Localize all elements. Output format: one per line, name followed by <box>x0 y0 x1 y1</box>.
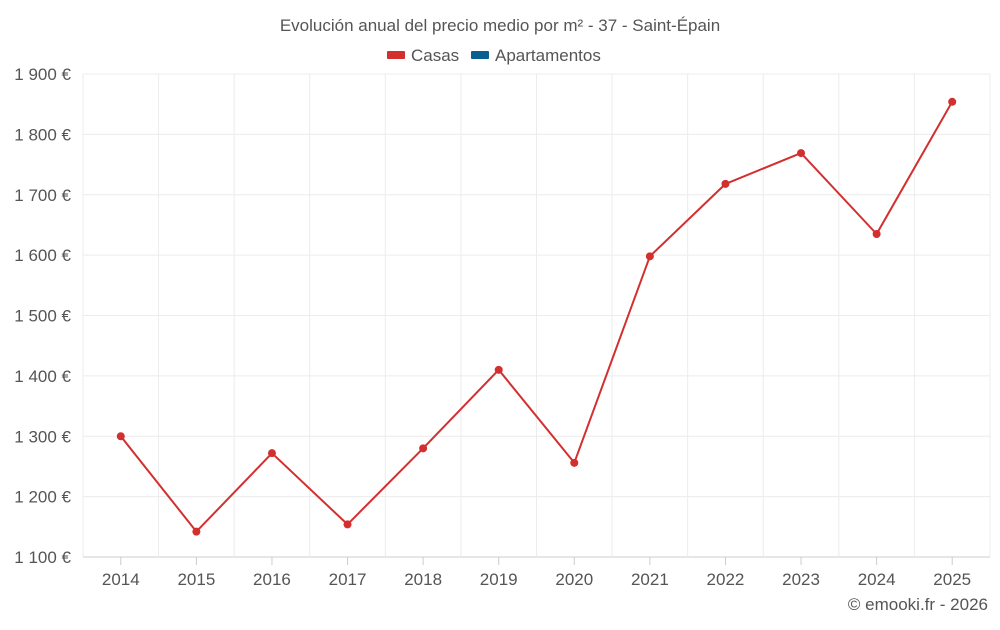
y-tick-label: 1 200 € <box>14 488 71 507</box>
y-tick-label: 1 600 € <box>14 246 71 265</box>
legend-item-casas[interactable]: Casas <box>387 46 459 65</box>
data-point-casas-2017[interactable]: 2017: 1154 <box>343 520 352 529</box>
x-tick-label: 2016 <box>253 570 291 589</box>
y-tick-label: 1 100 € <box>14 548 71 567</box>
chart-legend: Casas Apartamentos <box>387 46 601 65</box>
data-point-casas-2025[interactable]: 2025: 1854 <box>948 97 957 106</box>
data-point-casas-2024[interactable]: 2024: 1635 <box>872 229 881 238</box>
x-tick-label: 2014 <box>102 570 140 589</box>
x-tick-label: 2022 <box>707 570 745 589</box>
x-tick-label: 2024 <box>858 570 896 589</box>
legend-swatch-apartamentos <box>471 51 489 59</box>
data-point-casas-2021[interactable]: 2021: 1598 <box>645 252 654 261</box>
x-tick-label: 2023 <box>782 570 820 589</box>
data-point-casas-2015[interactable]: 2015: 1142 <box>192 527 201 536</box>
y-tick-label: 1 900 € <box>14 65 71 84</box>
y-tick-label: 1 300 € <box>14 427 71 446</box>
y-axis: 1 100 € 1 200 € 1 300 € 1 400 € 1 500 € 1 600… <box>14 65 71 567</box>
x-axis: 2014 2015 2016 2017 2018 2019 2020 2021 2022 2023… <box>102 557 971 589</box>
series-line-casas <box>120 101 954 533</box>
y-tick-label: 1 500 € <box>14 307 71 326</box>
legend-swatch-casas <box>387 51 405 59</box>
y-tick-label: 1 800 € <box>14 125 71 144</box>
data-point-casas-2022[interactable]: 2022: 1718 <box>721 179 730 188</box>
legend-label-casas: Casas <box>411 46 459 65</box>
x-tick-label: 2021 <box>631 570 669 589</box>
data-point-casas-2023[interactable]: 2023: 1769 <box>797 149 806 158</box>
x-tick-label: 2018 <box>404 570 442 589</box>
legend-item-apartamentos[interactable]: Apartamentos <box>471 46 601 65</box>
data-point-casas-2018[interactable]: 2018: 1280 <box>419 444 428 453</box>
x-tick-label: 2015 <box>177 570 215 589</box>
data-point-casas-2020[interactable]: 2020: 1256 <box>570 458 579 467</box>
y-tick-label: 1 400 € <box>14 367 71 386</box>
x-tick-label: 2025 <box>933 570 971 589</box>
y-tick-label: 1 700 € <box>14 186 71 205</box>
credit-text: © emooki.fr - 2026 <box>848 595 988 614</box>
data-point-casas-2019[interactable]: 2019: 1410 <box>494 365 503 374</box>
x-tick-label: 2019 <box>480 570 518 589</box>
legend-label-apartamentos: Apartamentos <box>495 46 601 65</box>
chart-grid <box>82 73 991 558</box>
x-tick-label: 2020 <box>555 570 593 589</box>
data-point-casas-2016[interactable]: 2016: 1272 <box>267 449 276 458</box>
chart-title: Evolución anual del precio medio por m² … <box>280 16 720 35</box>
x-tick-label: 2017 <box>329 570 367 589</box>
